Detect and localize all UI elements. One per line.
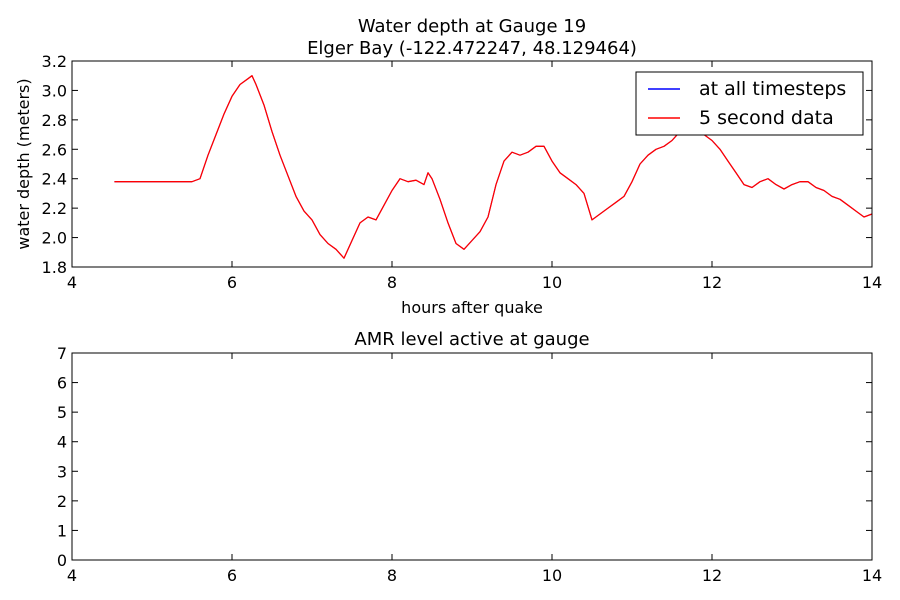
x-tick-label: 10: [542, 273, 562, 292]
x-tick-label: 6: [227, 566, 237, 585]
x-tick-label: 10: [542, 566, 562, 585]
y-tick-label: 7: [57, 344, 67, 363]
y-tick-label: 2: [57, 492, 67, 511]
chart-title: AMR level active at gauge: [354, 329, 589, 350]
y-tick-label: 3.2: [42, 52, 67, 71]
y-tick-label: 5: [57, 403, 67, 422]
y-tick-label: 2.8: [42, 111, 67, 130]
x-tick-label: 6: [227, 273, 237, 292]
series-lines: [114, 75, 873, 259]
legend-label-all-timesteps: at all timesteps: [699, 78, 846, 100]
water-depth-chart: Water depth at Gauge 19 Elger Bay (-122.…: [14, 16, 882, 317]
x-tick-label: 8: [387, 273, 397, 292]
y-tick-label: 1: [57, 521, 67, 540]
y-tick-label: 6: [57, 374, 67, 393]
y-tick-label: 2.4: [42, 170, 67, 189]
x-tick-label: 12: [702, 273, 722, 292]
series-line-5-second-data: [114, 75, 873, 259]
x-tick-label: 8: [387, 566, 397, 585]
y-tick-label: 0: [57, 551, 67, 570]
x-tick-label: 14: [862, 273, 882, 292]
amr-level-chart: AMR level active at gauge 4 6 8 10 12 1401234…: [57, 329, 882, 585]
y-tick-label: 4: [57, 433, 67, 452]
x-tick-label: 4: [67, 566, 77, 585]
plot-frame: [71, 60, 873, 268]
chart-title: Water depth at Gauge 19: [358, 16, 586, 37]
x-tick-label: 14: [862, 566, 882, 585]
legend-box: [635, 71, 864, 136]
axis-ticks: 4 6 8 10 12 14 1.8 2.0 2.2 2.4 2.6 2.8 3.0 3.2: [42, 52, 883, 292]
y-tick-label: 2.6: [42, 140, 67, 159]
y-tick-label: 2.2: [42, 199, 67, 218]
legend-label-5-second: 5 second data: [699, 107, 834, 129]
x-tick-label: 12: [702, 566, 722, 585]
legend: at all timesteps 5 second data: [635, 71, 864, 136]
y-tick-label: 3.0: [42, 81, 67, 100]
y-tick-label: 1.8: [42, 258, 67, 277]
plot-frame: [71, 352, 873, 561]
chart-subtitle: Elger Bay (-122.472247, 48.129464): [307, 38, 637, 59]
y-axis-label: water depth (meters): [14, 78, 33, 249]
y-tick-label: 2.0: [42, 229, 67, 248]
y-tick-label: 3: [57, 462, 67, 481]
x-axis-label: hours after quake: [401, 298, 543, 317]
x-tick-label: 4: [67, 273, 77, 292]
